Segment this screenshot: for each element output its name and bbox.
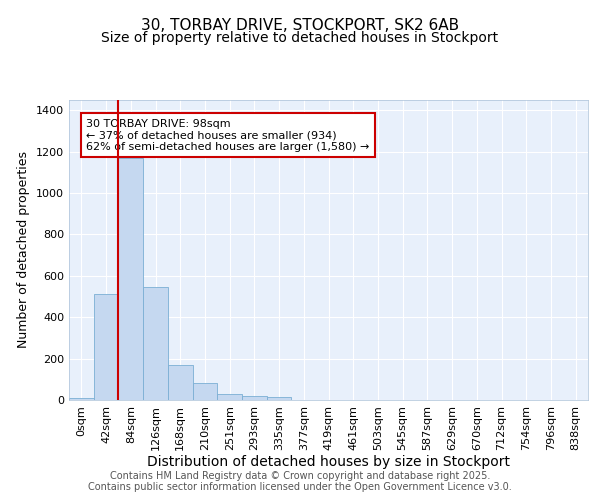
Bar bbox=[267, 397, 292, 400]
Bar bbox=[217, 394, 242, 400]
Bar bbox=[143, 287, 168, 400]
Text: Size of property relative to detached houses in Stockport: Size of property relative to detached ho… bbox=[101, 31, 499, 45]
Bar bbox=[118, 158, 143, 400]
Bar bbox=[193, 384, 217, 400]
Text: 30 TORBAY DRIVE: 98sqm
← 37% of detached houses are smaller (934)
62% of semi-de: 30 TORBAY DRIVE: 98sqm ← 37% of detached… bbox=[86, 118, 370, 152]
Bar bbox=[69, 398, 94, 400]
X-axis label: Distribution of detached houses by size in Stockport: Distribution of detached houses by size … bbox=[147, 456, 510, 469]
Text: Contains HM Land Registry data © Crown copyright and database right 2025.
Contai: Contains HM Land Registry data © Crown c… bbox=[88, 471, 512, 492]
Bar bbox=[242, 396, 267, 400]
Bar bbox=[94, 294, 118, 400]
Y-axis label: Number of detached properties: Number of detached properties bbox=[17, 152, 31, 348]
Bar bbox=[168, 365, 193, 400]
Text: 30, TORBAY DRIVE, STOCKPORT, SK2 6AB: 30, TORBAY DRIVE, STOCKPORT, SK2 6AB bbox=[141, 18, 459, 32]
